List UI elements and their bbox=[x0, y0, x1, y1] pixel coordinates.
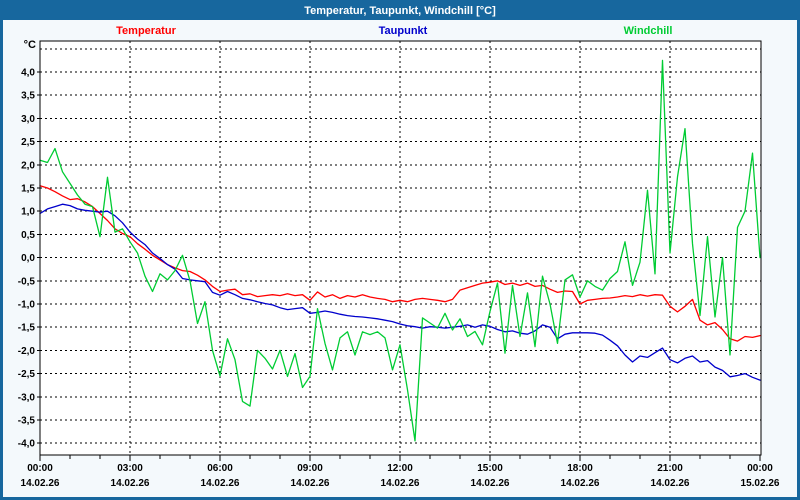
svg-text:14.02.26: 14.02.26 bbox=[291, 478, 330, 489]
svg-text:-2,0: -2,0 bbox=[18, 346, 36, 357]
title-bar: Temperatur, Taupunkt, Windchill [°C] bbox=[3, 3, 797, 20]
chart-canvas: 4,0 3,5 3,0 2,5 2,0 1,5 1,0 0,5 0,0 -0,5 -1,0 -1,5 -… bbox=[18, 39, 780, 489]
legend-temperatur: Temperatur bbox=[116, 25, 176, 37]
svg-text:2,0: 2,0 bbox=[21, 160, 35, 171]
svg-text:-3,0: -3,0 bbox=[18, 392, 36, 403]
svg-text:14.02.26: 14.02.26 bbox=[111, 478, 150, 489]
svg-text:3,5: 3,5 bbox=[21, 91, 35, 102]
svg-text:18:00: 18:00 bbox=[567, 463, 593, 474]
svg-text:14.02.26: 14.02.26 bbox=[651, 478, 690, 489]
svg-text:1,5: 1,5 bbox=[21, 184, 35, 195]
legend-taupunkt: Taupunkt bbox=[378, 25, 428, 37]
svg-text:00:00: 00:00 bbox=[747, 463, 773, 474]
svg-text:1,0: 1,0 bbox=[21, 207, 35, 218]
svg-text:00:00: 00:00 bbox=[27, 463, 53, 474]
svg-text:14.02.26: 14.02.26 bbox=[381, 478, 420, 489]
svg-text:-3,5: -3,5 bbox=[18, 416, 36, 427]
svg-text:14.02.26: 14.02.26 bbox=[201, 478, 240, 489]
svg-text:21:00: 21:00 bbox=[657, 463, 683, 474]
svg-text:15:00: 15:00 bbox=[477, 463, 503, 474]
svg-text:14.02.26: 14.02.26 bbox=[471, 478, 510, 489]
svg-text:-2,5: -2,5 bbox=[18, 369, 36, 380]
svg-text:-4,0: -4,0 bbox=[18, 439, 36, 450]
svg-text:0,5: 0,5 bbox=[21, 230, 35, 241]
svg-text:-0,5: -0,5 bbox=[18, 276, 36, 287]
svg-text:15.02.26: 15.02.26 bbox=[741, 478, 780, 489]
svg-text:14.02.26: 14.02.26 bbox=[561, 478, 600, 489]
svg-text:2,5: 2,5 bbox=[21, 137, 35, 148]
svg-text:°C: °C bbox=[24, 39, 36, 51]
svg-text:0,0: 0,0 bbox=[21, 253, 35, 264]
svg-text:09:00: 09:00 bbox=[297, 463, 323, 474]
svg-text:12:00: 12:00 bbox=[387, 463, 413, 474]
svg-text:4,0: 4,0 bbox=[21, 68, 35, 79]
svg-text:-1,5: -1,5 bbox=[18, 323, 36, 334]
svg-text:3,0: 3,0 bbox=[21, 114, 35, 125]
svg-text:03:00: 03:00 bbox=[117, 463, 143, 474]
legend-windchill: Windchill bbox=[623, 25, 673, 37]
svg-text:14.02.26: 14.02.26 bbox=[21, 478, 60, 489]
page-title: Temperatur, Taupunkt, Windchill [°C] bbox=[304, 5, 496, 17]
svg-text:06:00: 06:00 bbox=[207, 463, 233, 474]
svg-text:-1,0: -1,0 bbox=[18, 300, 36, 311]
